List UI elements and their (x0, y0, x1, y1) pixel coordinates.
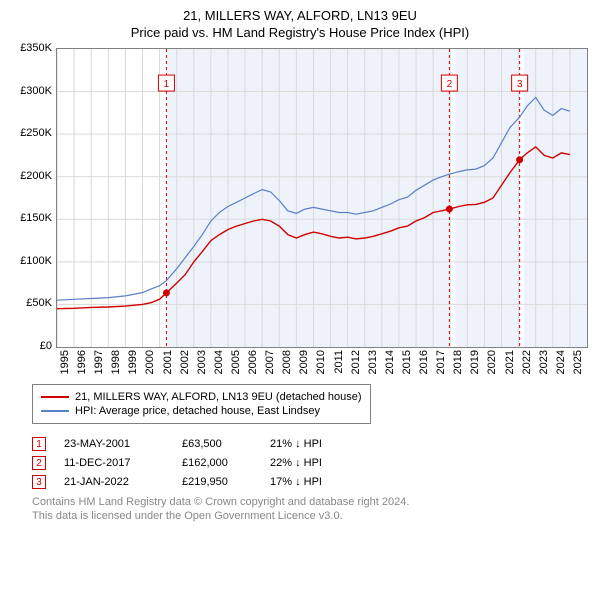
x-tick-label: 1998 (110, 350, 122, 374)
x-tick-label: 2012 (350, 350, 362, 374)
x-tick-label: 2020 (486, 350, 498, 374)
footer-line-2: This data is licensed under the Open Gov… (32, 509, 590, 523)
marker-date: 21-JAN-2022 (64, 476, 164, 488)
x-tick-label: 2025 (572, 350, 584, 374)
x-tick-label: 2021 (504, 350, 516, 374)
y-tick-label: £100K (20, 255, 52, 267)
x-tick-label: 2010 (315, 350, 327, 374)
x-tick-label: 2008 (281, 350, 293, 374)
x-tick-label: 2003 (196, 350, 208, 374)
y-tick-label: £50K (26, 297, 52, 309)
x-tick-label: 2022 (521, 350, 533, 374)
marker-date: 11-DEC-2017 (64, 457, 164, 469)
x-tick-label: 1997 (93, 350, 105, 374)
x-tick-label: 1999 (127, 350, 139, 374)
legend-swatch (41, 410, 69, 412)
plot-area: 1 2 3 (56, 48, 588, 348)
x-tick-label: 2011 (333, 350, 345, 374)
x-tick-label: 2014 (384, 350, 396, 374)
x-tick-label: 2013 (367, 350, 379, 374)
y-tick-label: £150K (20, 212, 52, 224)
x-tick-label: 1996 (76, 350, 88, 374)
legend-label: 21, MILLERS WAY, ALFORD, LN13 9EU (detac… (75, 391, 362, 403)
svg-text:2: 2 (447, 79, 453, 90)
legend-label: HPI: Average price, detached house, East… (75, 405, 320, 417)
footer-line-1: Contains HM Land Registry data © Crown c… (32, 495, 590, 509)
x-tick-label: 2024 (555, 350, 567, 374)
legend-swatch (41, 396, 69, 398)
x-tick-label: 2000 (144, 350, 156, 374)
markers-table: 1 23-MAY-2001 £63,500 21% ↓ HPI 2 11-DEC-2017… (32, 437, 590, 489)
marker-delta: 17% ↓ HPI (270, 476, 370, 488)
marker-date: 23-MAY-2001 (64, 438, 164, 450)
y-axis-labels: £0£50K£100K£150K£200K£250K£300K£350K (10, 48, 54, 348)
marker-delta: 22% ↓ HPI (270, 457, 370, 469)
y-tick-label: £0 (40, 340, 52, 352)
x-tick-label: 2006 (247, 350, 259, 374)
x-tick-label: 2023 (538, 350, 550, 374)
x-tick-label: 2017 (435, 350, 447, 374)
marker-number-box: 2 (32, 456, 46, 470)
svg-text:1: 1 (164, 79, 170, 90)
x-tick-label: 2005 (230, 350, 242, 374)
x-tick-label: 2002 (179, 350, 191, 374)
chart-area: £0£50K£100K£150K£200K£250K£300K£350K 123… (10, 48, 590, 378)
chart-svg: 1 2 3 (57, 49, 587, 347)
marker-row: 1 23-MAY-2001 £63,500 21% ↓ HPI (32, 437, 590, 451)
marker-number-box: 1 (32, 437, 46, 451)
x-tick-label: 2019 (469, 350, 481, 374)
marker-delta: 21% ↓ HPI (270, 438, 370, 450)
x-tick-label: 2018 (452, 350, 464, 374)
x-tick-label: 2007 (264, 350, 276, 374)
y-tick-label: £300K (20, 85, 52, 97)
marker-price: £63,500 (182, 438, 252, 450)
x-tick-label: 2009 (298, 350, 310, 374)
chart-container: 21, MILLERS WAY, ALFORD, LN13 9EU Price … (0, 0, 600, 532)
marker-price: £162,000 (182, 457, 252, 469)
marker-price: £219,950 (182, 476, 252, 488)
svg-text:3: 3 (517, 79, 523, 90)
legend: 21, MILLERS WAY, ALFORD, LN13 9EU (detac… (32, 384, 371, 424)
x-tick-label: 1995 (59, 350, 71, 374)
marker-row: 2 11-DEC-2017 £162,000 22% ↓ HPI (32, 456, 590, 470)
chart-subtitle: Price paid vs. HM Land Registry's House … (10, 25, 590, 40)
footer-attribution: Contains HM Land Registry data © Crown c… (32, 495, 590, 524)
y-tick-label: £200K (20, 170, 52, 182)
x-tick-label: 2015 (401, 350, 413, 374)
y-tick-label: £250K (20, 127, 52, 139)
legend-item: HPI: Average price, detached house, East… (41, 405, 362, 417)
marker-row: 3 21-JAN-2022 £219,950 17% ↓ HPI (32, 475, 590, 489)
marker-number-box: 3 (32, 475, 46, 489)
chart-title: 21, MILLERS WAY, ALFORD, LN13 9EU (10, 8, 590, 23)
x-tick-label: 2004 (213, 350, 225, 374)
legend-item: 21, MILLERS WAY, ALFORD, LN13 9EU (detac… (41, 391, 362, 403)
x-tick-label: 2016 (418, 350, 430, 374)
x-tick-label: 2001 (162, 350, 174, 374)
x-axis-labels: 1995 1996 1997 1998 1999 2000 2001 2002 2003 2004… (56, 350, 588, 378)
y-tick-label: £350K (20, 42, 52, 54)
